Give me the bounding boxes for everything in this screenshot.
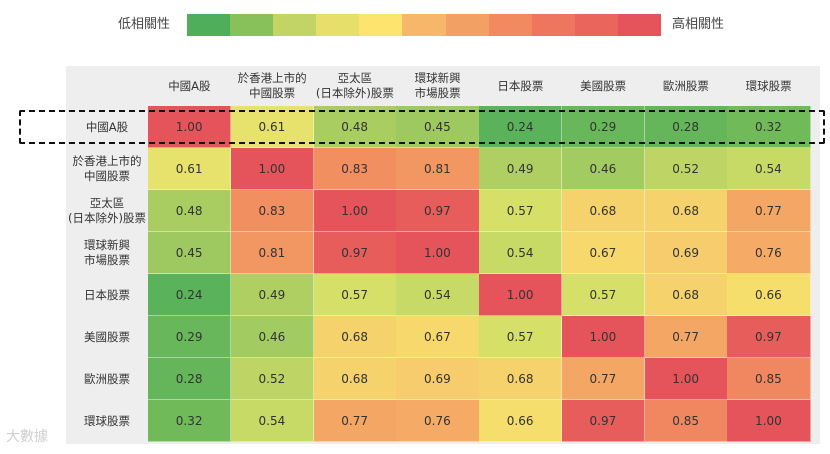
heatmap-cell: 0.68: [479, 358, 563, 400]
row-header: 中國A股: [85, 119, 129, 134]
row-header: 美國股票: [84, 329, 130, 344]
column-header: 環球股票: [745, 78, 792, 93]
heatmap-cell: 0.69: [396, 358, 480, 400]
heatmap-cell: 0.97: [313, 232, 397, 274]
heatmap-cell: 0.28: [148, 358, 232, 400]
heatmap-cell: 0.77: [561, 358, 645, 400]
legend-swatch: [273, 14, 317, 36]
heatmap-cell: 0.83: [230, 190, 314, 232]
heatmap-cell: 0.45: [396, 106, 480, 148]
legend-color-scale: [187, 14, 662, 36]
heatmap-cell: 1.00: [644, 358, 728, 400]
heatmap-cell: 0.85: [727, 358, 811, 400]
heatmap-cell: 0.52: [644, 148, 728, 190]
heatmap-cell: 0.24: [148, 274, 232, 316]
heatmap-cell: 0.97: [727, 316, 811, 358]
heatmap-cell: 1.00: [396, 232, 480, 274]
column-header: 歐洲股票: [662, 78, 709, 93]
heatmap-cell: 0.85: [644, 400, 728, 442]
heatmap-cell: 0.81: [230, 232, 314, 274]
heatmap-cell: 0.54: [479, 232, 563, 274]
heatmap-cell: 0.77: [644, 316, 728, 358]
row-header: 日本股票: [84, 287, 130, 302]
heatmap-cell: 0.54: [727, 148, 811, 190]
column-header: 中國A股: [168, 78, 211, 93]
column-header: 環球新興 市場股票: [414, 71, 461, 100]
row-header: 環球新興 市場股票: [84, 238, 130, 267]
heatmap-cell: 0.52: [230, 358, 314, 400]
heatmap-cell: 0.57: [479, 316, 563, 358]
heatmap-cell: 0.48: [313, 106, 397, 148]
heatmap-cell: 1.00: [727, 400, 811, 442]
legend-swatch: [617, 14, 662, 36]
heatmap-cell: 1.00: [230, 148, 314, 190]
legend-swatch: [187, 14, 231, 36]
heatmap-cell: 0.28: [644, 106, 728, 148]
heatmap-cell: 1.00: [313, 190, 397, 232]
heatmap-cell: 0.67: [396, 316, 480, 358]
legend-swatch: [531, 14, 575, 36]
heatmap-cell: 0.68: [644, 190, 728, 232]
legend-swatch: [402, 14, 446, 36]
heatmap-cell: 0.45: [148, 232, 232, 274]
heatmap-cell: 0.46: [561, 148, 645, 190]
heatmap-cell: 0.49: [230, 274, 314, 316]
heatmap-cell: 0.57: [313, 274, 397, 316]
heatmap-cell: 0.66: [479, 400, 563, 442]
heatmap-cell: 0.29: [148, 316, 232, 358]
legend-low-label: 低相關性: [118, 17, 171, 32]
column-header: 於香港上市的 中國股票: [237, 71, 307, 100]
heatmap-cell: 0.54: [396, 274, 480, 316]
heatmap-cell: 0.57: [561, 274, 645, 316]
heatmap-cell: 0.77: [727, 190, 811, 232]
heatmap-cell: 0.66: [727, 274, 811, 316]
column-header: 亞太區 (日本除外)股票: [315, 71, 394, 100]
heatmap-cell: 0.97: [561, 400, 645, 442]
heatmap-cell: 0.68: [313, 316, 397, 358]
heatmap-cell: 0.83: [313, 148, 397, 190]
column-header: 日本股票: [497, 78, 544, 93]
row-header: 環球股票: [84, 413, 130, 428]
heatmap-cell: 0.57: [479, 190, 563, 232]
heatmap-cell: 0.29: [561, 106, 645, 148]
highlight-row-box: [19, 110, 825, 144]
heatmap-cell: 0.68: [561, 190, 645, 232]
legend-high-label: 高相關性: [672, 17, 725, 32]
heatmap-cell: 0.54: [230, 400, 314, 442]
row-header: 亞太區 (日本除外)股票: [68, 196, 146, 225]
legend-swatch: [445, 14, 489, 36]
heatmap-cell: 0.68: [644, 274, 728, 316]
row-header: 歐洲股票: [84, 371, 130, 386]
legend-swatch: [359, 14, 403, 36]
heatmap-cell: 0.97: [396, 190, 480, 232]
watermark: 大數據: [6, 429, 48, 445]
heatmap-cell: 1.00: [561, 316, 645, 358]
heatmap-cell: 0.32: [727, 106, 811, 148]
legend-swatch: [488, 14, 532, 36]
column-header: 美國股票: [580, 78, 627, 93]
row-header: 於香港上市的 中國股票: [72, 154, 142, 183]
heatmap-cell: 0.46: [230, 316, 314, 358]
legend-swatch: [230, 14, 274, 36]
legend-swatch: [574, 14, 618, 36]
heatmap-cell: 0.69: [644, 232, 728, 274]
heatmap-cell: 0.61: [148, 148, 232, 190]
heatmap-cell: 0.32: [148, 400, 232, 442]
heatmap-cell: 0.68: [313, 358, 397, 400]
heatmap-cell: 0.67: [561, 232, 645, 274]
heatmap-cell: 0.76: [727, 232, 811, 274]
heatmap-cell: 1.00: [479, 274, 563, 316]
heatmap-cell: 0.76: [396, 400, 480, 442]
heatmap-cell: 0.81: [396, 148, 480, 190]
legend-swatch: [316, 14, 360, 36]
heatmap-cell: 0.24: [479, 106, 563, 148]
heatmap-cell: 0.48: [148, 190, 232, 232]
heatmap-cell: 0.61: [230, 106, 314, 148]
heatmap-cell: 0.49: [479, 148, 563, 190]
heatmap-cell: 1.00: [148, 106, 232, 148]
heatmap-cell: 0.77: [313, 400, 397, 442]
